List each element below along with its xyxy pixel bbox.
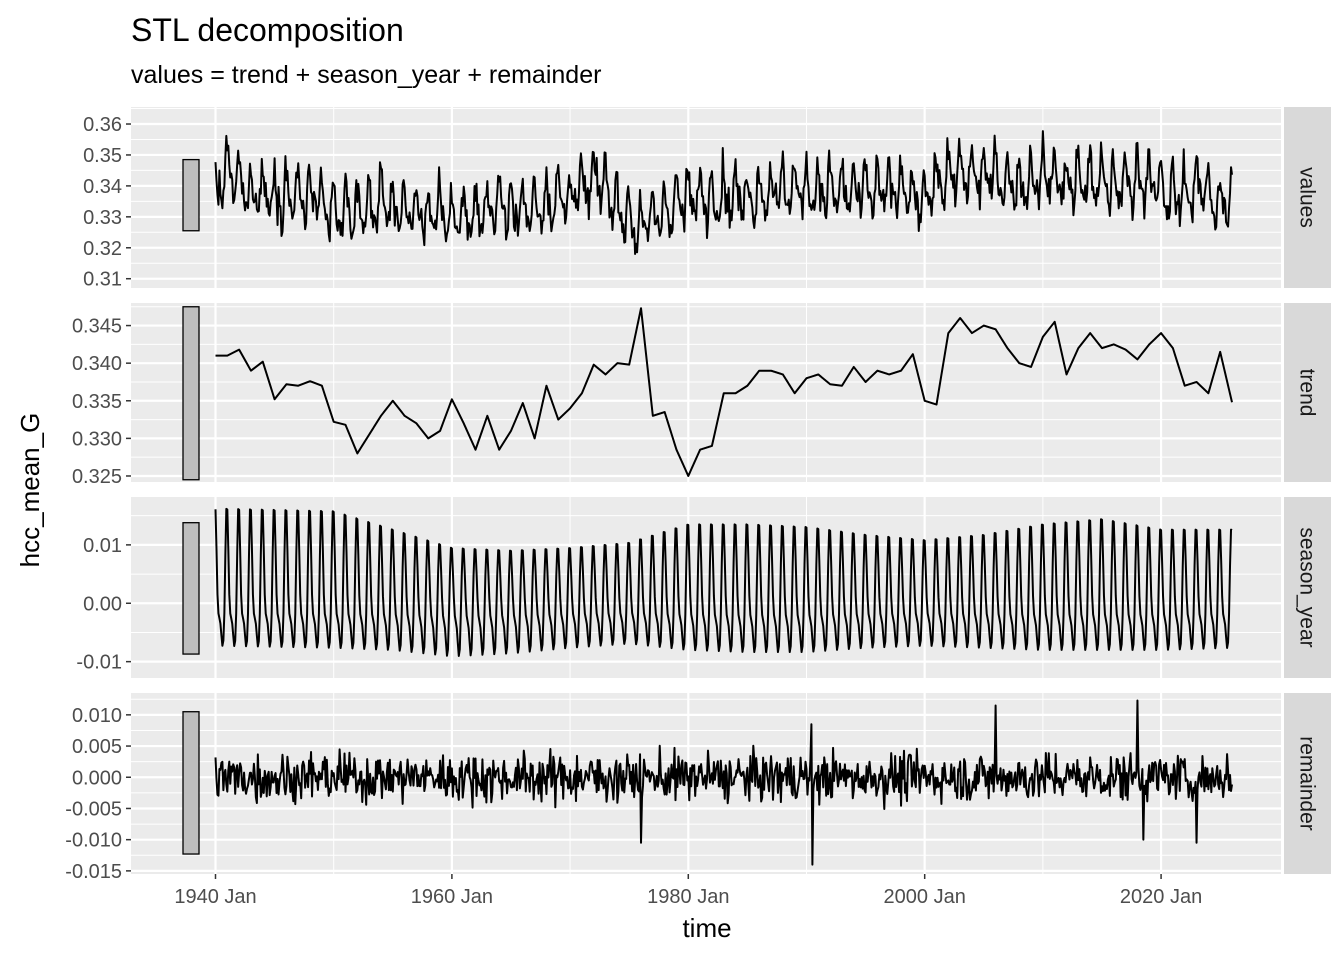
y-tick-label: -0.005 — [65, 798, 122, 820]
panel-background — [131, 303, 1281, 482]
x-tick-label: 1960 Jan — [411, 886, 493, 908]
y-tick-label: 0.36 — [83, 114, 122, 136]
y-tick-label: 0.340 — [72, 353, 122, 375]
panel-season_year: -0.01 0.00 0.01 season_year — [76, 497, 1331, 678]
y-tick-label: 0.35 — [83, 145, 122, 167]
y-tick-label: 0.32 — [83, 238, 122, 260]
facet-strip-label: trend — [1296, 369, 1319, 417]
facet-strip-label: values — [1296, 167, 1319, 228]
facet-strip-label: season_year — [1296, 527, 1319, 647]
facet-strip — [1284, 497, 1331, 678]
x-axis-title: time — [682, 913, 731, 943]
facet-strip-label: remainder — [1296, 736, 1319, 831]
y-tick-label: 0.01 — [83, 535, 122, 557]
y-tick-label: 0.335 — [72, 391, 122, 413]
y-tick-label: 0.31 — [83, 269, 122, 291]
series-line-trend — [215, 307, 1233, 477]
facet-strip — [1284, 303, 1331, 482]
y-tick-label: -0.015 — [65, 861, 122, 883]
y-tick-label: -0.01 — [76, 652, 122, 674]
chart-title: STL decomposition — [131, 12, 404, 48]
y-tick-label: 0.00 — [83, 593, 122, 615]
facet-strip — [1284, 107, 1331, 288]
y-tick-label: 0.33 — [83, 207, 122, 229]
x-tick-label: 2020 Jan — [1120, 886, 1202, 908]
x-tick-label: 2000 Jan — [884, 886, 966, 908]
x-tick-label: 1940 Jan — [174, 886, 256, 908]
panel-trend: 0.325 0.330 0.335 0.340 0.345 trend — [72, 303, 1331, 488]
y-tick-label: 0.330 — [72, 428, 122, 450]
y-tick-label: 0.010 — [72, 705, 122, 727]
scale-bar — [182, 711, 200, 855]
scale-bar — [182, 522, 200, 655]
y-tick-label: 0.000 — [72, 767, 122, 789]
scale-bar — [182, 158, 200, 232]
y-tick-label: 0.34 — [83, 176, 122, 198]
facet-panels: 0.31 0.32 0.33 0.34 0.35 0.36 values 0.325 0.330… — [65, 107, 1331, 883]
series-line-remainder — [214, 699, 1233, 866]
y-tick-label: 0.325 — [72, 466, 122, 488]
panel-values: 0.31 0.32 0.33 0.34 0.35 0.36 values — [83, 107, 1331, 291]
x-tick-label: 1980 Jan — [647, 886, 729, 908]
panel-remainder: -0.015 -0.010 -0.005 0.000 0.005 0.010 remaind… — [65, 693, 1331, 883]
chart-subtitle: values = trend + season_year + remainder — [131, 61, 601, 89]
series-line-season_year — [214, 507, 1233, 657]
y-axis-title: hcc_mean_G — [15, 413, 45, 568]
panel-background — [131, 497, 1281, 678]
series-line-values — [214, 130, 1233, 255]
y-tick-label: 0.005 — [72, 736, 122, 758]
facet-strip — [1284, 693, 1331, 874]
scale-bar — [182, 306, 200, 481]
y-tick-label: -0.010 — [65, 830, 122, 852]
y-tick-label: 0.345 — [72, 316, 122, 338]
x-axis: 1940 Jan 1960 Jan 1980 Jan 2000 Jan 2020 Jan — [174, 874, 1202, 908]
